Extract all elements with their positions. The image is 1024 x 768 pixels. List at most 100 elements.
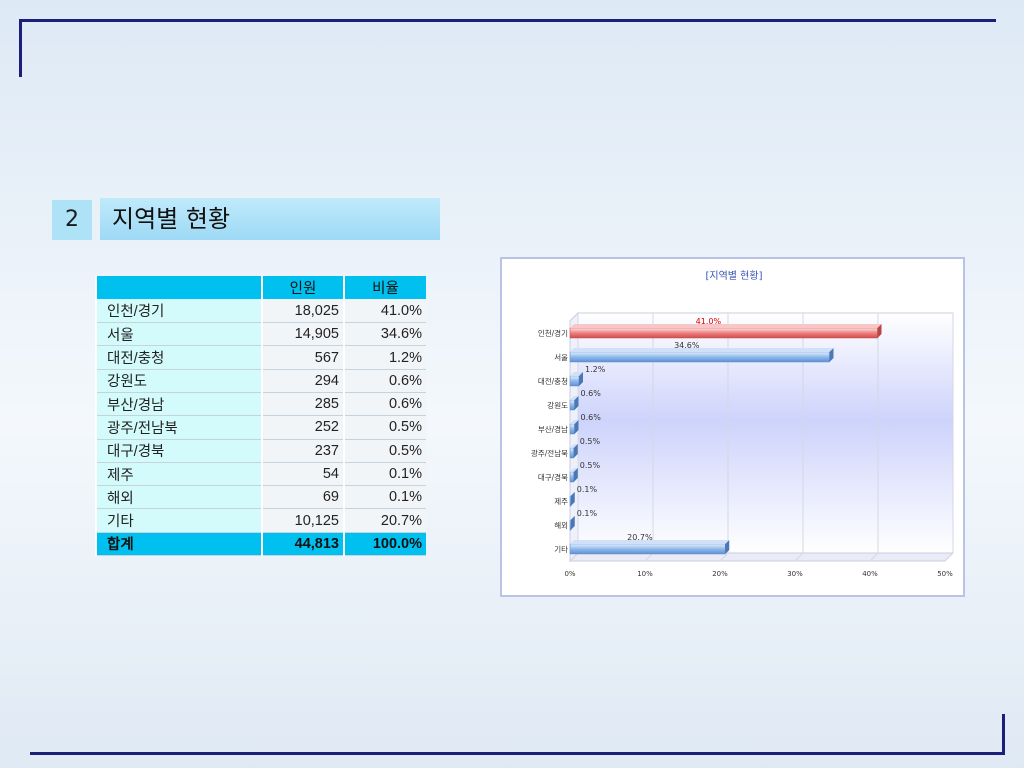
grid-line [719,313,729,562]
category-label: 제주 [554,497,568,506]
bar-top [570,348,834,352]
category-label: 대전/충청 [538,376,568,386]
bar-top [570,324,882,328]
category-label: 대구/경북 [538,472,568,482]
cell-region: 서울 [95,322,262,347]
cell-ratio: 0.6% [343,392,426,417]
x-tick-label: 50% [937,570,953,578]
grid-line [944,313,954,562]
data-label: 1.2% [585,365,606,374]
data-label: 0.1% [577,509,598,518]
category-label: 해외 [554,520,568,530]
bar-end [570,492,575,506]
table-body: 인천/경기 18,025 41.0% 서울 14,905 34.6% 대전/충청 567 1.2… [95,299,426,557]
cell-count: 294 [261,369,344,393]
cell-region: 광주/전남북 [95,415,262,440]
total-label: 합계 [95,532,262,557]
cell-count: 14,905 [261,322,344,347]
chart-title: [지역별 현황] [706,270,763,282]
bar-end [725,540,730,554]
cell-ratio: 0.1% [343,462,426,487]
cell-region: 인천/경기 [95,299,262,324]
table-row: 대전/충청 567 1.2% [95,345,426,370]
data-label: 0.5% [580,437,601,446]
cell-region: 해외 [95,485,262,510]
cell-count: 10,125 [261,508,344,533]
bar-top [570,516,575,520]
cell-count: 54 [261,462,344,487]
bar [569,327,878,339]
bar-end [570,516,575,530]
bar-end [579,372,583,386]
table-total-row: 합계 44,813 100.0% [95,532,426,557]
table-row: 강원도 294 0.6% [95,369,426,393]
table-header-row: 인원 비율 [95,276,426,300]
table-row: 기타 10,125 20.7% [95,508,426,533]
section-number: 2 [52,200,92,240]
cell-region: 대전/충청 [95,345,262,370]
table-row: 제주 54 0.1% [95,462,426,487]
plot-area: 0% 10% 20% 30% 40% 50% 인천/경기 41.0% 서울 34.6% 대전/충청 1… [531,311,955,578]
frame-corner-bottom-right [1002,714,1005,755]
bar-end [574,396,579,410]
bar-top [570,372,583,376]
bar-end [877,324,882,338]
category-label: 광주/전남북 [531,448,568,458]
table-row: 해외 69 0.1% [95,485,426,510]
cell-ratio: 1.2% [343,345,426,370]
cell-region: 대구/경북 [95,439,262,463]
cell-region: 제주 [95,462,262,487]
cell-ratio: 0.6% [343,369,426,393]
x-tick-label: 20% [712,570,728,578]
bar [569,471,574,483]
data-label: 34.6% [674,341,700,350]
bar [569,399,575,411]
x-tick-label: 10% [637,570,653,578]
bar-end [574,420,579,434]
cell-ratio: 34.6% [343,322,426,347]
cell-ratio: 0.1% [343,485,426,510]
frame-top-line [19,19,996,22]
category-label: 인천/경기 [538,328,568,338]
cell-count: 18,025 [261,299,344,324]
cell-count: 69 [261,485,344,510]
frame-corner-top-left [19,19,22,77]
x-tick-label: 30% [787,570,803,578]
table-row: 인천/경기 18,025 41.0% [95,299,426,324]
cell-ratio: 0.5% [343,439,426,463]
data-label: 0.6% [581,389,602,398]
bar [569,543,726,555]
header-count: 인원 [261,276,344,300]
bar-top [570,396,579,400]
data-label: 0.5% [580,461,601,470]
cell-count: 285 [261,392,344,417]
bar [569,423,575,435]
grid-line [869,313,879,562]
table-row: 광주/전남북 252 0.5% [95,415,426,440]
bar-top [570,420,579,424]
cell-ratio: 0.5% [343,415,426,440]
cell-count: 252 [261,415,344,440]
category-label: 부산/경남 [538,424,568,434]
total-ratio: 100.0% [343,532,426,557]
frame-bottom-line [30,752,1005,755]
cell-region: 부산/경남 [95,392,262,417]
chart-panel: [지역별 현황] 0% 10% 20% 30% 40% 50% 인천/경기 41.0% 서울 34… [500,257,965,597]
grid-line [794,313,804,562]
data-label: 0.6% [581,413,602,422]
bar-end [829,348,834,362]
x-tick-label: 40% [862,570,878,578]
bar-top [570,540,730,544]
data-label: 20.7% [627,533,653,542]
bar-end [573,444,578,458]
region-bar-chart: [지역별 현황] 0% 10% 20% 30% 40% 50% 인천/경기 41.0% 서울 34… [531,270,955,578]
bar [569,447,574,459]
table-row: 대구/경북 237 0.5% [95,439,426,463]
table-row: 서울 14,905 34.6% [95,322,426,347]
cell-ratio: 20.7% [343,508,426,533]
region-table: 인원 비율 인천/경기 18,025 41.0% 서울 14,905 34.6% 대전/충청… [95,276,426,557]
table-row: 부산/경남 285 0.6% [95,392,426,417]
cell-region: 강원도 [95,369,262,393]
header-region [95,276,262,300]
header-ratio: 비율 [343,276,426,300]
